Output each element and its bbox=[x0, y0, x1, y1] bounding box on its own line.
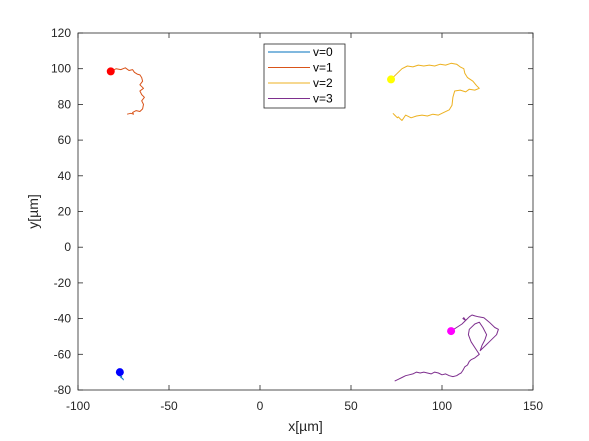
x-tick-label: 150 bbox=[523, 399, 543, 413]
legend-label-v1: v=1 bbox=[313, 61, 333, 75]
x-axis-label: x[µm] bbox=[288, 418, 323, 434]
series-line-v1 bbox=[110, 67, 145, 115]
start-marker-v3 bbox=[447, 327, 456, 336]
axis-tick-labels: -100 -50 0 50 100 150 -80 -60 -40 -20 0 20 40 60 80 100… bbox=[51, 26, 543, 413]
legend-label-v2: v=2 bbox=[313, 76, 333, 90]
x-tick-label: -50 bbox=[160, 399, 178, 413]
legend-label-v3: v=3 bbox=[313, 92, 333, 106]
x-tick-label: 0 bbox=[257, 399, 264, 413]
y-tick-label: 120 bbox=[51, 26, 71, 40]
y-tick-label: -40 bbox=[54, 312, 72, 326]
y-tick-label: 100 bbox=[51, 62, 71, 76]
y-axis-label: y[µm] bbox=[25, 194, 41, 229]
x-tick-label: 100 bbox=[432, 399, 452, 413]
series-start-markers bbox=[106, 67, 456, 377]
axis-ticks bbox=[77, 32, 534, 391]
y-tick-label: -20 bbox=[54, 276, 72, 290]
legend-label-v0: v=0 bbox=[313, 45, 333, 59]
y-tick-label: 80 bbox=[58, 97, 72, 111]
start-marker-v0 bbox=[115, 368, 124, 377]
y-tick-label: 0 bbox=[64, 240, 71, 254]
y-tick-label: -80 bbox=[54, 383, 72, 397]
legend: v=0 v=1v=2 v=3 bbox=[263, 43, 346, 109]
start-marker-v2 bbox=[387, 75, 396, 84]
y-tick-label: 40 bbox=[58, 169, 72, 183]
legend-box bbox=[263, 43, 346, 109]
y-tick-label: -60 bbox=[54, 347, 72, 361]
series-line-v2 bbox=[390, 62, 480, 121]
start-marker-v1 bbox=[106, 67, 115, 76]
y-tick-label: 20 bbox=[58, 205, 72, 219]
x-tick-label: -100 bbox=[66, 399, 90, 413]
x-tick-label: 50 bbox=[344, 399, 358, 413]
series-line-v3 bbox=[394, 314, 499, 382]
y-tick-label: 60 bbox=[58, 133, 72, 147]
